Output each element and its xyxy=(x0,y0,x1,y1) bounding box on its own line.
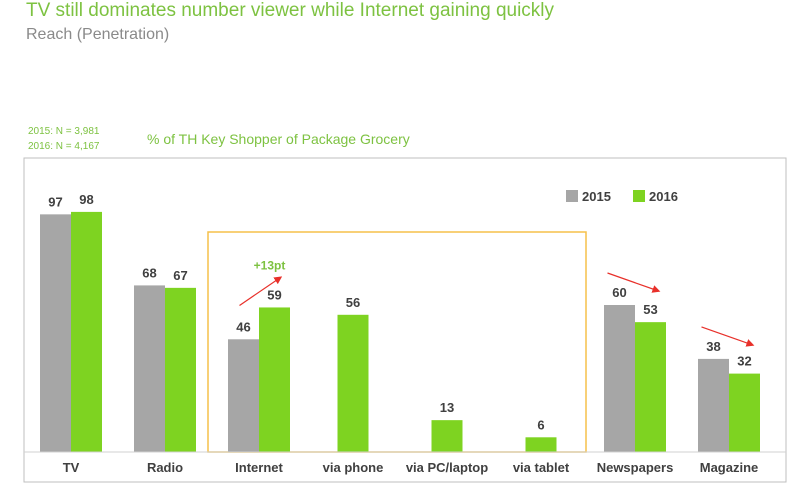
trend-arrow-down-newspapers xyxy=(607,272,661,293)
value-label-2015-newspapers: 60 xyxy=(612,285,626,300)
value-label-2016-magazine: 32 xyxy=(737,354,751,369)
legend-label-2016: 2016 xyxy=(649,189,678,204)
value-label-2016-radio: 67 xyxy=(173,268,187,283)
category-label-via-pc-laptop: via PC/laptop xyxy=(406,460,488,475)
trend-arrow-down-magazine xyxy=(701,326,755,347)
value-label-2015-magazine: 38 xyxy=(706,339,720,354)
bar-2016-radio xyxy=(165,287,196,452)
value-label-2016-tv: 98 xyxy=(79,192,93,207)
value-label-2016-via-pc-laptop: 13 xyxy=(440,400,454,415)
value-label-2015-radio: 68 xyxy=(142,265,156,280)
chart-caption: % of TH Key Shopper of Package Grocery xyxy=(147,131,410,147)
value-label-2015-internet: 46 xyxy=(236,319,250,334)
chart-title: TV still dominates number viewer while I… xyxy=(26,0,555,21)
bar-2016-tv xyxy=(71,211,102,452)
value-label-2016-internet: 59 xyxy=(267,287,281,302)
chart-subtitle: Reach (Penetration) xyxy=(26,26,170,43)
value-label-2015-tv: 97 xyxy=(48,194,62,209)
legend-swatch-2015 xyxy=(566,190,578,202)
bar-2016-magazine xyxy=(729,373,760,452)
legend-label-2015: 2015 xyxy=(582,189,611,204)
bar-2016-via-tablet xyxy=(525,437,557,452)
category-label-internet: Internet xyxy=(235,460,283,475)
bar-2016-internet xyxy=(259,307,290,452)
bar-2015-internet xyxy=(228,339,259,452)
value-label-2016-newspapers: 53 xyxy=(643,302,657,317)
category-label-via-tablet: via tablet xyxy=(513,460,570,475)
bar-2015-tv xyxy=(40,214,71,452)
change-label-internet: +13pt xyxy=(254,258,286,272)
value-label-2016-via-tablet: 6 xyxy=(537,417,544,432)
chart-frame xyxy=(23,157,787,483)
sample-size-2016: 2016: N = 4,167 xyxy=(28,141,100,152)
sample-size-2015: 2015: N = 3,981 xyxy=(28,126,100,137)
bar-2015-newspapers xyxy=(604,305,635,452)
bar-2015-magazine xyxy=(698,358,729,452)
bar-2016-newspapers xyxy=(635,322,666,452)
value-label-2016-via-phone: 56 xyxy=(346,295,360,310)
bar-2015-radio xyxy=(134,285,165,452)
bar-2016-via-phone xyxy=(337,314,369,452)
bar-2016-via-pc-laptop xyxy=(431,420,463,452)
category-label-via-phone: via phone xyxy=(323,460,384,475)
category-label-radio: Radio xyxy=(147,460,183,475)
category-label-tv: TV xyxy=(63,460,80,475)
category-label-newspapers: Newspapers xyxy=(597,460,674,475)
trend-arrow-up-internet xyxy=(239,276,283,306)
legend-swatch-2016 xyxy=(633,190,645,202)
category-label-magazine: Magazine xyxy=(700,460,759,475)
